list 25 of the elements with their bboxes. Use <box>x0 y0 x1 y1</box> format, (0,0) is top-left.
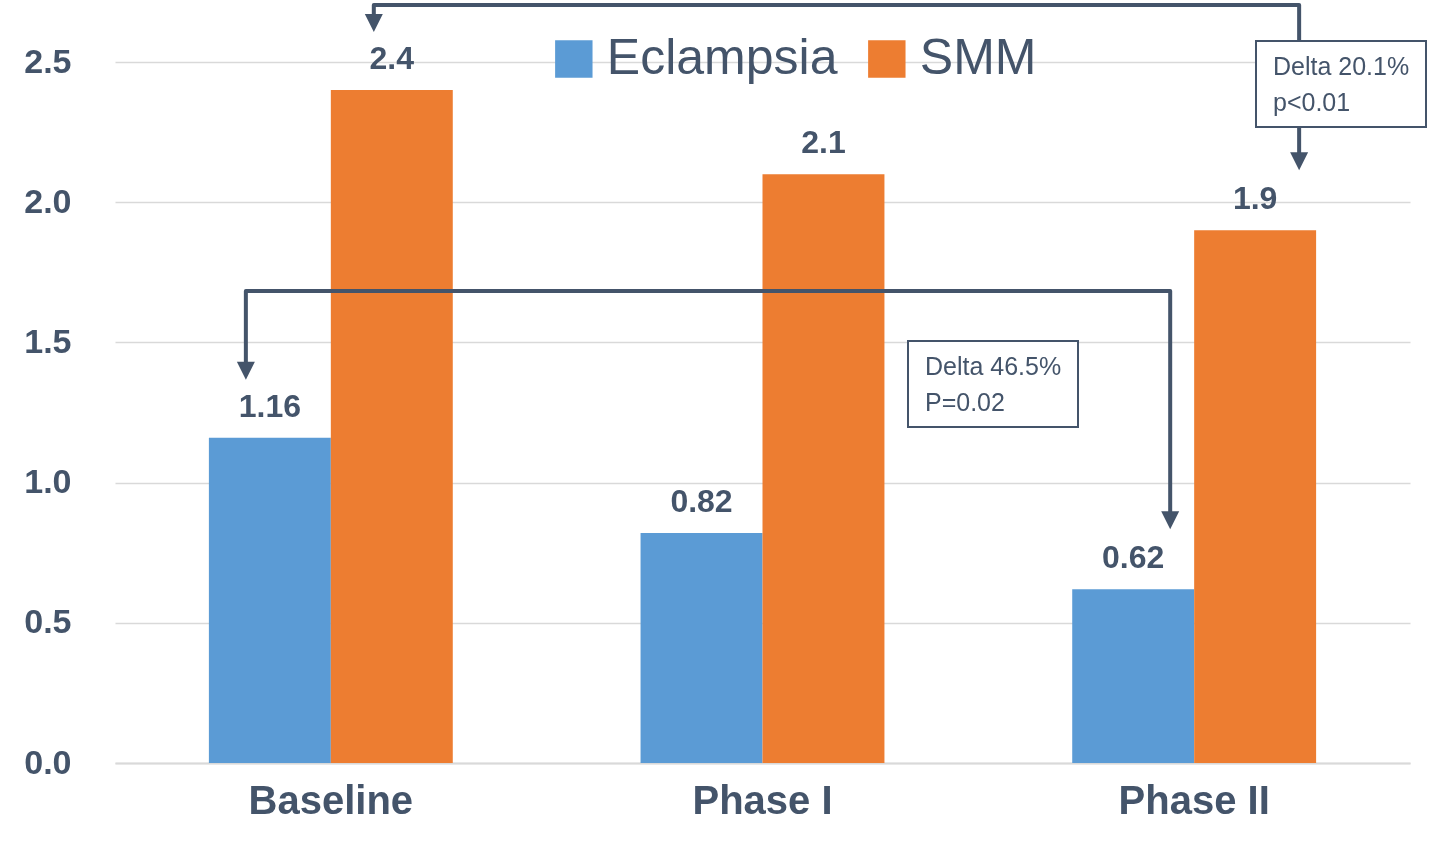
bar <box>762 174 885 763</box>
bar <box>640 533 763 763</box>
x-tick-label: Phase II <box>1118 777 1270 822</box>
data-label: 2.1 <box>801 124 846 161</box>
data-label: 2.4 <box>369 40 415 77</box>
y-tick-label: 2.0 <box>24 181 72 220</box>
legend-label: Eclampsia <box>606 29 838 85</box>
data-label: 1.16 <box>238 387 301 424</box>
bar <box>330 90 453 763</box>
y-tick-label: 0.0 <box>24 742 72 781</box>
data-label: 0.82 <box>670 483 733 520</box>
x-tick-label: Baseline <box>248 777 414 822</box>
annotation: Delta 20.1% p<0.01 <box>1255 40 1428 128</box>
data-label: 1.9 <box>1232 180 1278 217</box>
y-tick-label: 1.5 <box>24 321 72 360</box>
bar <box>1072 589 1195 763</box>
x-tick-label: Phase I <box>692 777 833 822</box>
bar <box>1194 230 1317 763</box>
y-tick-label: 0.5 <box>24 602 72 641</box>
legend-label: SMM <box>919 29 1037 85</box>
y-tick-label: 2.5 <box>24 41 72 80</box>
y-tick-label: 1.0 <box>24 462 72 501</box>
data-label: 0.62 <box>1102 539 1165 576</box>
bar <box>208 437 331 763</box>
annotation: Delta 46.5% P=0.02 <box>907 340 1080 428</box>
